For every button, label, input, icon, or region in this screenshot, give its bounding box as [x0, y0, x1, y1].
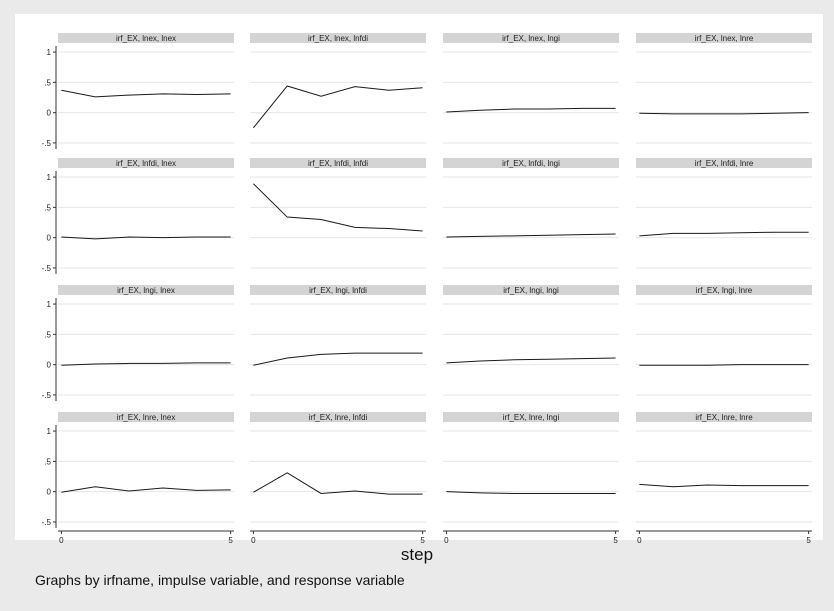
x-tick-label: 0 — [637, 536, 642, 545]
y-tick-label: .5 — [44, 457, 51, 466]
x-tick-label: 5 — [420, 536, 425, 545]
series-line — [61, 89, 231, 98]
y-tick-label: 1 — [47, 173, 52, 182]
panel-title: irf_EX, lnex, lnre — [695, 34, 754, 43]
series-line — [639, 364, 809, 366]
y-tick-label: 0 — [47, 361, 52, 370]
x-tick-label: 0 — [251, 536, 256, 545]
panel-title: irf_EX, lnre, lnfdi — [309, 413, 368, 422]
panel: irf_EX, lngi, lnre — [636, 285, 812, 396]
panel-title: irf_EX, lngi, lnex — [117, 286, 175, 295]
x-tick-label: 0 — [444, 536, 449, 545]
panel: irf_EX, lnre, lnex 1 .5 0 -.5 0 5 — [42, 412, 234, 545]
graph-note: Graphs by irfname, impulse variable, and… — [35, 572, 405, 588]
y-tick-label: -.5 — [42, 518, 52, 527]
panel-title: irf_EX, lnfdi, lnex — [116, 159, 176, 168]
panel: irf_EX, lnre, lnre 0 5 — [636, 412, 812, 545]
series-line — [639, 231, 809, 237]
panel-title-bar — [443, 33, 619, 43]
panel-title-bar — [443, 158, 619, 168]
panel-title: irf_EX, lngi, lnre — [696, 286, 753, 295]
panel-title-bar — [58, 285, 234, 295]
panel-title: irf_EX, lnex, lnfdi — [308, 34, 368, 43]
panel-title-bar — [443, 412, 619, 422]
panel-title-bar — [58, 158, 234, 168]
panel: irf_EX, lnre, lnfdi 0 5 — [250, 412, 426, 545]
y-tick-label: -.5 — [42, 139, 52, 148]
panel-title-bar — [636, 412, 812, 422]
y-tick-label: 1 — [47, 427, 52, 436]
y-tick-label: 1 — [47, 300, 52, 309]
panel-title: irf_EX, lnre, lngi — [503, 413, 560, 422]
panel-title-bar — [250, 158, 426, 168]
panel: irf_EX, lngi, lngi — [443, 285, 619, 396]
panel: irf_EX, lngi, lnex 1 .5 0 -.5 — [42, 285, 234, 401]
panel-title-bar — [58, 33, 234, 43]
panel-title: irf_EX, lnre, lnre — [695, 413, 753, 422]
panel-title-bar — [636, 33, 812, 43]
series-line — [446, 107, 616, 113]
panel-title-bar — [250, 285, 426, 295]
series-line — [253, 472, 423, 495]
panel: irf_EX, lnfdi, lnfdi — [250, 158, 426, 269]
panel-title-bar — [443, 285, 619, 295]
series-line — [446, 233, 616, 238]
panel-title: irf_EX, lngi, lnfdi — [309, 286, 367, 295]
panel: irf_EX, lnfdi, lngi — [443, 158, 619, 269]
x-tick-label: 5 — [613, 536, 618, 545]
panel-title: irf_EX, lnfdi, lnre — [695, 159, 754, 168]
series-line — [446, 491, 616, 494]
panel-title-bar — [250, 412, 426, 422]
series-line — [639, 483, 809, 488]
x-tick-label: 5 — [228, 536, 233, 545]
panel-title: irf_EX, lnre, lnex — [117, 413, 176, 422]
y-tick-label: 0 — [47, 488, 52, 497]
y-tick-label: -.5 — [42, 391, 52, 400]
panel: irf_EX, lnex, lnfdi — [250, 33, 426, 144]
panel-title-bar — [58, 412, 234, 422]
series-line — [61, 486, 231, 493]
panel-title: irf_EX, lnfdi, lngi — [502, 159, 560, 168]
panel-title-bar — [250, 33, 426, 43]
series-line — [253, 352, 423, 366]
panel: irf_EX, lnex, lngi — [443, 33, 619, 144]
panel-title: irf_EX, lnex, lnex — [116, 34, 176, 43]
panel: irf_EX, lnfdi, lnex 1 .5 0 -.5 — [42, 158, 234, 274]
series-line — [253, 183, 423, 232]
series-line — [446, 357, 616, 364]
x-axis-title: step — [400, 545, 434, 564]
y-tick-label: .5 — [44, 78, 51, 87]
panel-title-bar — [636, 285, 812, 295]
panel-title: irf_EX, lnex, lngi — [502, 34, 560, 43]
panel: irf_EX, lnex, lnex 1 .5 0 -.5 — [42, 33, 234, 149]
panel: irf_EX, lngi, lnfdi — [250, 285, 426, 396]
panel: irf_EX, lnfdi, lnre — [636, 158, 812, 269]
panel-title: irf_EX, lngi, lngi — [503, 286, 559, 295]
series-line — [252, 85, 423, 129]
y-tick-label: 0 — [47, 234, 52, 243]
series-line — [61, 236, 231, 240]
y-tick-label: .5 — [44, 203, 51, 212]
y-tick-label: 1 — [47, 48, 52, 57]
y-tick-label: 0 — [47, 109, 52, 118]
y-tick-label: .5 — [44, 330, 51, 339]
y-tick-label: -.5 — [42, 264, 52, 273]
plot-region — [15, 14, 823, 540]
series-line — [639, 112, 809, 115]
panel-title-bar — [636, 158, 812, 168]
x-tick-label: 5 — [806, 536, 811, 545]
panel-title: irf_EX, lnfdi, lnfdi — [308, 159, 368, 168]
panel: irf_EX, lnex, lnre — [636, 33, 812, 144]
series-line — [61, 362, 231, 366]
panel: irf_EX, lnre, lngi 0 5 — [443, 412, 619, 545]
x-tick-label: 0 — [59, 536, 64, 545]
